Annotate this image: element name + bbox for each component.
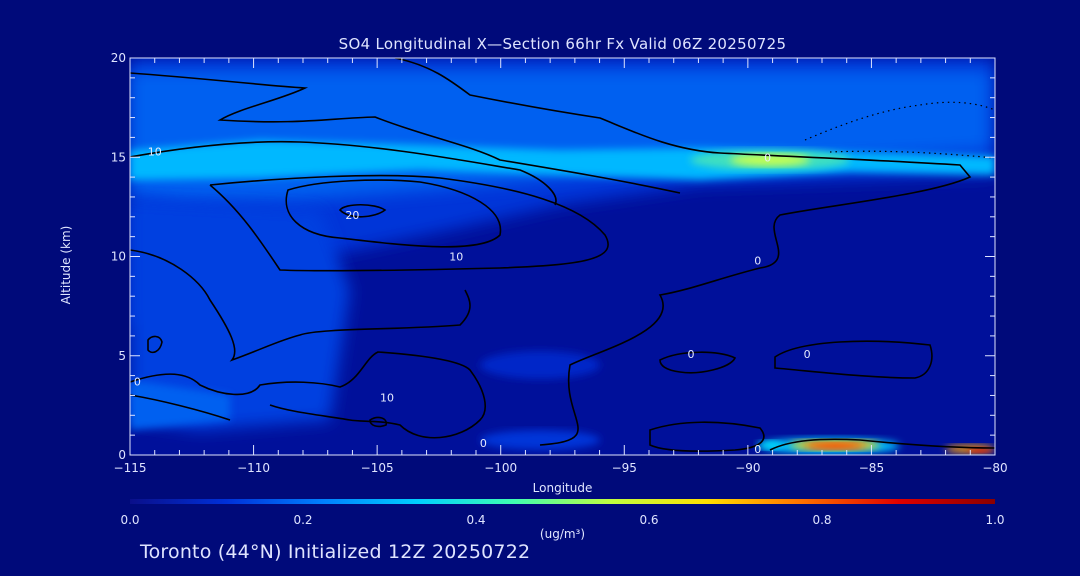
y-tick-label-3: 15 <box>111 150 126 164</box>
x-tick-label-6: −85 <box>859 461 884 475</box>
y-axis-label: Altitude (km) <box>59 225 73 305</box>
y-tick-label-2: 10 <box>111 250 126 264</box>
chart-title: SO4 Longitudinal X—Section 66hr Fx Valid… <box>338 35 787 53</box>
axis-ticks <box>129 57 996 456</box>
colorbar <box>130 499 995 504</box>
x-tick-label-4: −95 <box>612 461 637 475</box>
x-tick-label-7: −80 <box>982 461 1007 475</box>
contour-label-10: 0 <box>754 443 761 456</box>
colorbar-tick-5: 1.0 <box>985 513 1004 527</box>
contour-label-0: 10 <box>148 145 162 158</box>
colorbar-unit: (ug/m³) <box>539 527 586 541</box>
contour-label-3: 0 <box>764 151 771 164</box>
y-tick-label-1: 5 <box>118 349 126 363</box>
contour-label-4: 0 <box>754 254 761 267</box>
x-axis-label: Longitude <box>532 481 593 495</box>
contour-labels: 10 20 10 0 0 0 0 0 10 0 0 <box>134 145 811 456</box>
contour-label-9: 0 <box>480 437 487 450</box>
x-tick-label-1: −110 <box>237 461 270 475</box>
colorbar-tick-2: 0.4 <box>466 513 485 527</box>
contour-label-6: 0 <box>804 348 811 361</box>
colorbar-tick-labels: 0.0 0.2 0.4 0.6 0.8 1.0 <box>120 513 1004 527</box>
colorbar-tick-0: 0.0 <box>120 513 139 527</box>
x-tick-label-5: −90 <box>735 461 760 475</box>
x-tick-label-2: −105 <box>361 461 394 475</box>
y-tick-label-4: 20 <box>111 51 126 65</box>
contour-label-1: 20 <box>345 209 359 222</box>
x-tick-label-0: −115 <box>114 461 147 475</box>
x-tick-label-3: −100 <box>484 461 517 475</box>
contour-label-7: 0 <box>134 376 141 389</box>
colorbar-tick-3: 0.6 <box>639 513 658 527</box>
colorbar-tick-4: 0.8 <box>812 513 831 527</box>
contour-label-2: 10 <box>449 251 463 264</box>
dotted-contour <box>804 101 995 159</box>
contour-label-8: 10 <box>380 391 394 404</box>
y-tick-label-0: 0 <box>118 448 126 462</box>
shaded-field <box>130 58 995 455</box>
colorbar-tick-1: 0.2 <box>293 513 312 527</box>
footer-caption: Toronto (44°N) Initialized 12Z 20250722 <box>140 541 531 563</box>
contour-lines <box>130 58 995 452</box>
contour-label-5: 0 <box>688 348 695 361</box>
